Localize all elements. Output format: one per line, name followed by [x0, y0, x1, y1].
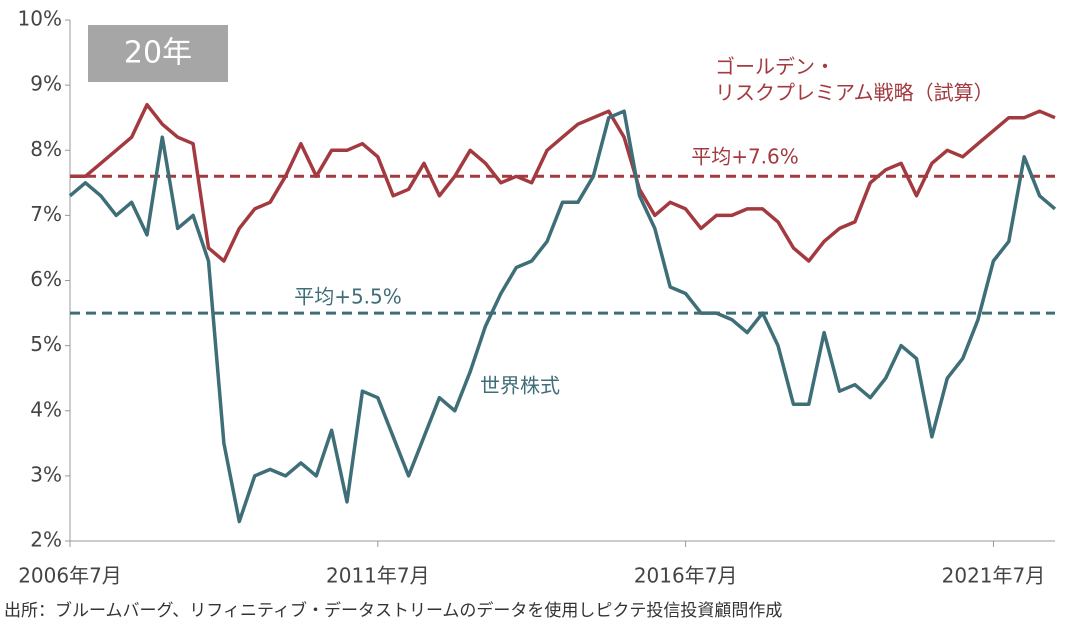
average-label: 平均+7.6% — [691, 145, 799, 169]
legend-label: 世界株式 — [480, 374, 560, 398]
y-tick-label: 4% — [30, 397, 62, 421]
y-tick-label: 6% — [30, 267, 62, 291]
y-tick-label: 7% — [30, 202, 62, 226]
legend-label: リスクプレミアム戦略（試算） — [715, 81, 994, 105]
x-tick-label: 2006年7月 — [18, 564, 122, 588]
series-line — [70, 102, 1056, 263]
y-tick-label: 3% — [30, 462, 62, 486]
y-tick-label: 10% — [18, 7, 62, 31]
legend-label: ゴールデン・ — [715, 55, 835, 79]
source-note: 出所：ブルームバーグ、リフィニティブ・データストリームのデータを使用しピクテ投信… — [4, 600, 782, 621]
y-tick-label: 5% — [30, 332, 62, 356]
y-tick-label: 9% — [30, 72, 62, 96]
y-tick-label: 8% — [30, 137, 62, 161]
series-line — [68, 109, 1057, 524]
x-tick-label: 2016年7月 — [634, 564, 738, 588]
y-tick-label: 2% — [30, 528, 62, 552]
average-label: 平均+5.5% — [294, 285, 402, 309]
badge: 20年 — [124, 36, 192, 71]
x-tick-label: 2011年7月 — [326, 564, 430, 588]
x-tick-label: 2021年7月 — [942, 564, 1046, 588]
badge-box — [88, 25, 228, 82]
